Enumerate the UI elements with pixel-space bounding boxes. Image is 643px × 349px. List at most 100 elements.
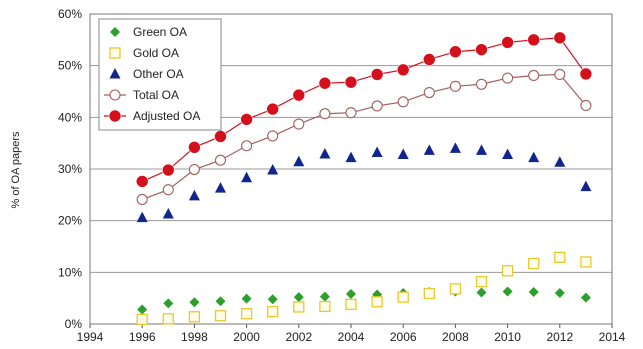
data-point-other-oa xyxy=(215,182,226,193)
plot-frame xyxy=(89,13,613,325)
y-tick-label: 50% xyxy=(58,59,82,73)
data-point-green-oa xyxy=(580,292,591,303)
data-point-gold-oa xyxy=(423,287,435,300)
data-point-total-oa xyxy=(580,99,592,111)
data-point-green-oa xyxy=(476,287,487,298)
legend-marker xyxy=(109,89,121,101)
data-point-total-oa xyxy=(449,80,461,92)
data-point-other-oa xyxy=(476,144,487,155)
data-point-adjusted-oa xyxy=(240,113,253,126)
data-point-gold-oa xyxy=(136,313,148,326)
data-point-other-oa xyxy=(449,142,461,153)
data-point-total-oa xyxy=(397,96,409,108)
data-point-gold-oa xyxy=(345,298,357,311)
data-point-green-oa xyxy=(189,297,200,308)
y-tick-label: 0% xyxy=(65,317,83,331)
series-total-oa xyxy=(136,68,592,206)
data-point-adjusted-oa xyxy=(449,45,462,59)
x-tick-label: 1998 xyxy=(181,330,208,344)
data-point-total-oa xyxy=(241,140,253,152)
data-point-other-oa xyxy=(371,146,383,157)
data-point-adjusted-oa xyxy=(214,130,227,143)
data-point-gold-oa xyxy=(449,283,462,295)
data-point-green-oa xyxy=(137,304,148,315)
data-point-adjusted-oa xyxy=(292,88,306,102)
data-point-total-oa xyxy=(371,100,383,112)
legend: Green OA Gold OA Other OA Total OA Adjusted … xyxy=(98,18,222,131)
data-point-adjusted-oa xyxy=(318,76,332,90)
x-tick-label: 1996 xyxy=(129,330,156,344)
legend-marker xyxy=(108,109,122,123)
data-point-gold-oa xyxy=(188,311,201,323)
data-point-green-oa xyxy=(319,291,330,302)
series-other-oa xyxy=(136,142,592,223)
legend-entry-green-oa: Green OA xyxy=(110,25,187,39)
legend-entry-adjusted-oa: Adjusted OA xyxy=(104,109,200,123)
data-point-other-oa xyxy=(293,155,305,167)
legend-marker xyxy=(109,68,121,79)
legend-label: Total OA xyxy=(133,88,179,102)
axes: 0% 10% 20% 30% 40% 50% 60% 1994 1996 1998 2000 2002… xyxy=(58,7,626,344)
data-point-gold-oa xyxy=(528,257,540,270)
data-point-total-oa xyxy=(475,78,488,90)
data-point-adjusted-oa xyxy=(266,102,280,116)
x-tick-label: 1994 xyxy=(77,330,104,344)
data-point-green-oa xyxy=(241,293,252,304)
data-point-gold-oa xyxy=(293,301,305,313)
legend-label: Adjusted OA xyxy=(133,109,200,123)
data-point-gold-oa xyxy=(580,256,592,268)
data-point-green-oa xyxy=(554,288,565,298)
y-axis-title: % of OA papers xyxy=(10,131,22,209)
data-point-green-oa xyxy=(502,286,513,297)
data-point-green-oa xyxy=(163,298,174,309)
data-point-total-oa xyxy=(528,69,540,82)
series-layer xyxy=(135,31,593,326)
data-point-other-oa xyxy=(580,180,592,192)
legend-label: Other OA xyxy=(133,67,184,81)
data-point-adjusted-oa xyxy=(135,175,149,188)
series-gold-oa xyxy=(136,251,592,326)
data-point-adjusted-oa xyxy=(344,75,358,89)
x-tick-label: 2010 xyxy=(494,330,521,344)
x-tick-label: 2002 xyxy=(285,330,312,344)
data-point-gold-oa xyxy=(554,251,566,264)
data-point-total-oa xyxy=(214,154,227,166)
data-point-other-oa xyxy=(162,207,174,219)
data-point-other-oa xyxy=(136,211,148,223)
y-tick-label: 60% xyxy=(58,7,82,21)
y-tick-label: 10% xyxy=(58,265,82,279)
data-point-green-oa xyxy=(215,296,226,307)
data-point-other-oa xyxy=(502,148,514,160)
data-point-total-oa xyxy=(345,107,357,119)
x-tick-label: 2006 xyxy=(390,330,417,344)
data-point-gold-oa xyxy=(162,313,174,325)
data-point-gold-oa xyxy=(240,308,253,320)
data-point-gold-oa xyxy=(501,265,514,277)
data-point-adjusted-oa xyxy=(475,43,488,56)
y-tick-label: 30% xyxy=(58,162,82,176)
data-point-adjusted-oa xyxy=(527,33,541,47)
data-point-other-oa xyxy=(397,148,409,160)
data-point-total-oa xyxy=(188,163,200,176)
data-point-gold-oa xyxy=(267,305,279,318)
legend-marker xyxy=(110,27,120,37)
data-point-adjusted-oa xyxy=(370,68,384,81)
data-point-other-oa xyxy=(267,164,279,175)
data-point-adjusted-oa xyxy=(501,36,514,49)
data-point-adjusted-oa xyxy=(396,63,410,77)
data-point-gold-oa xyxy=(371,296,383,308)
legend-marker xyxy=(109,47,121,59)
x-tick-label: 2012 xyxy=(546,330,573,344)
x-tick-label: 2014 xyxy=(599,330,626,344)
x-tick-label: 2008 xyxy=(442,330,469,344)
data-point-other-oa xyxy=(528,151,540,163)
data-point-total-oa xyxy=(267,130,279,142)
data-point-other-oa xyxy=(554,156,566,167)
y-tick-label: 40% xyxy=(58,110,82,124)
legend-label: Gold OA xyxy=(133,46,179,60)
data-point-other-oa xyxy=(241,171,253,183)
data-point-green-oa xyxy=(293,292,304,303)
data-point-other-oa xyxy=(319,148,331,159)
data-point-green-oa xyxy=(267,294,278,305)
